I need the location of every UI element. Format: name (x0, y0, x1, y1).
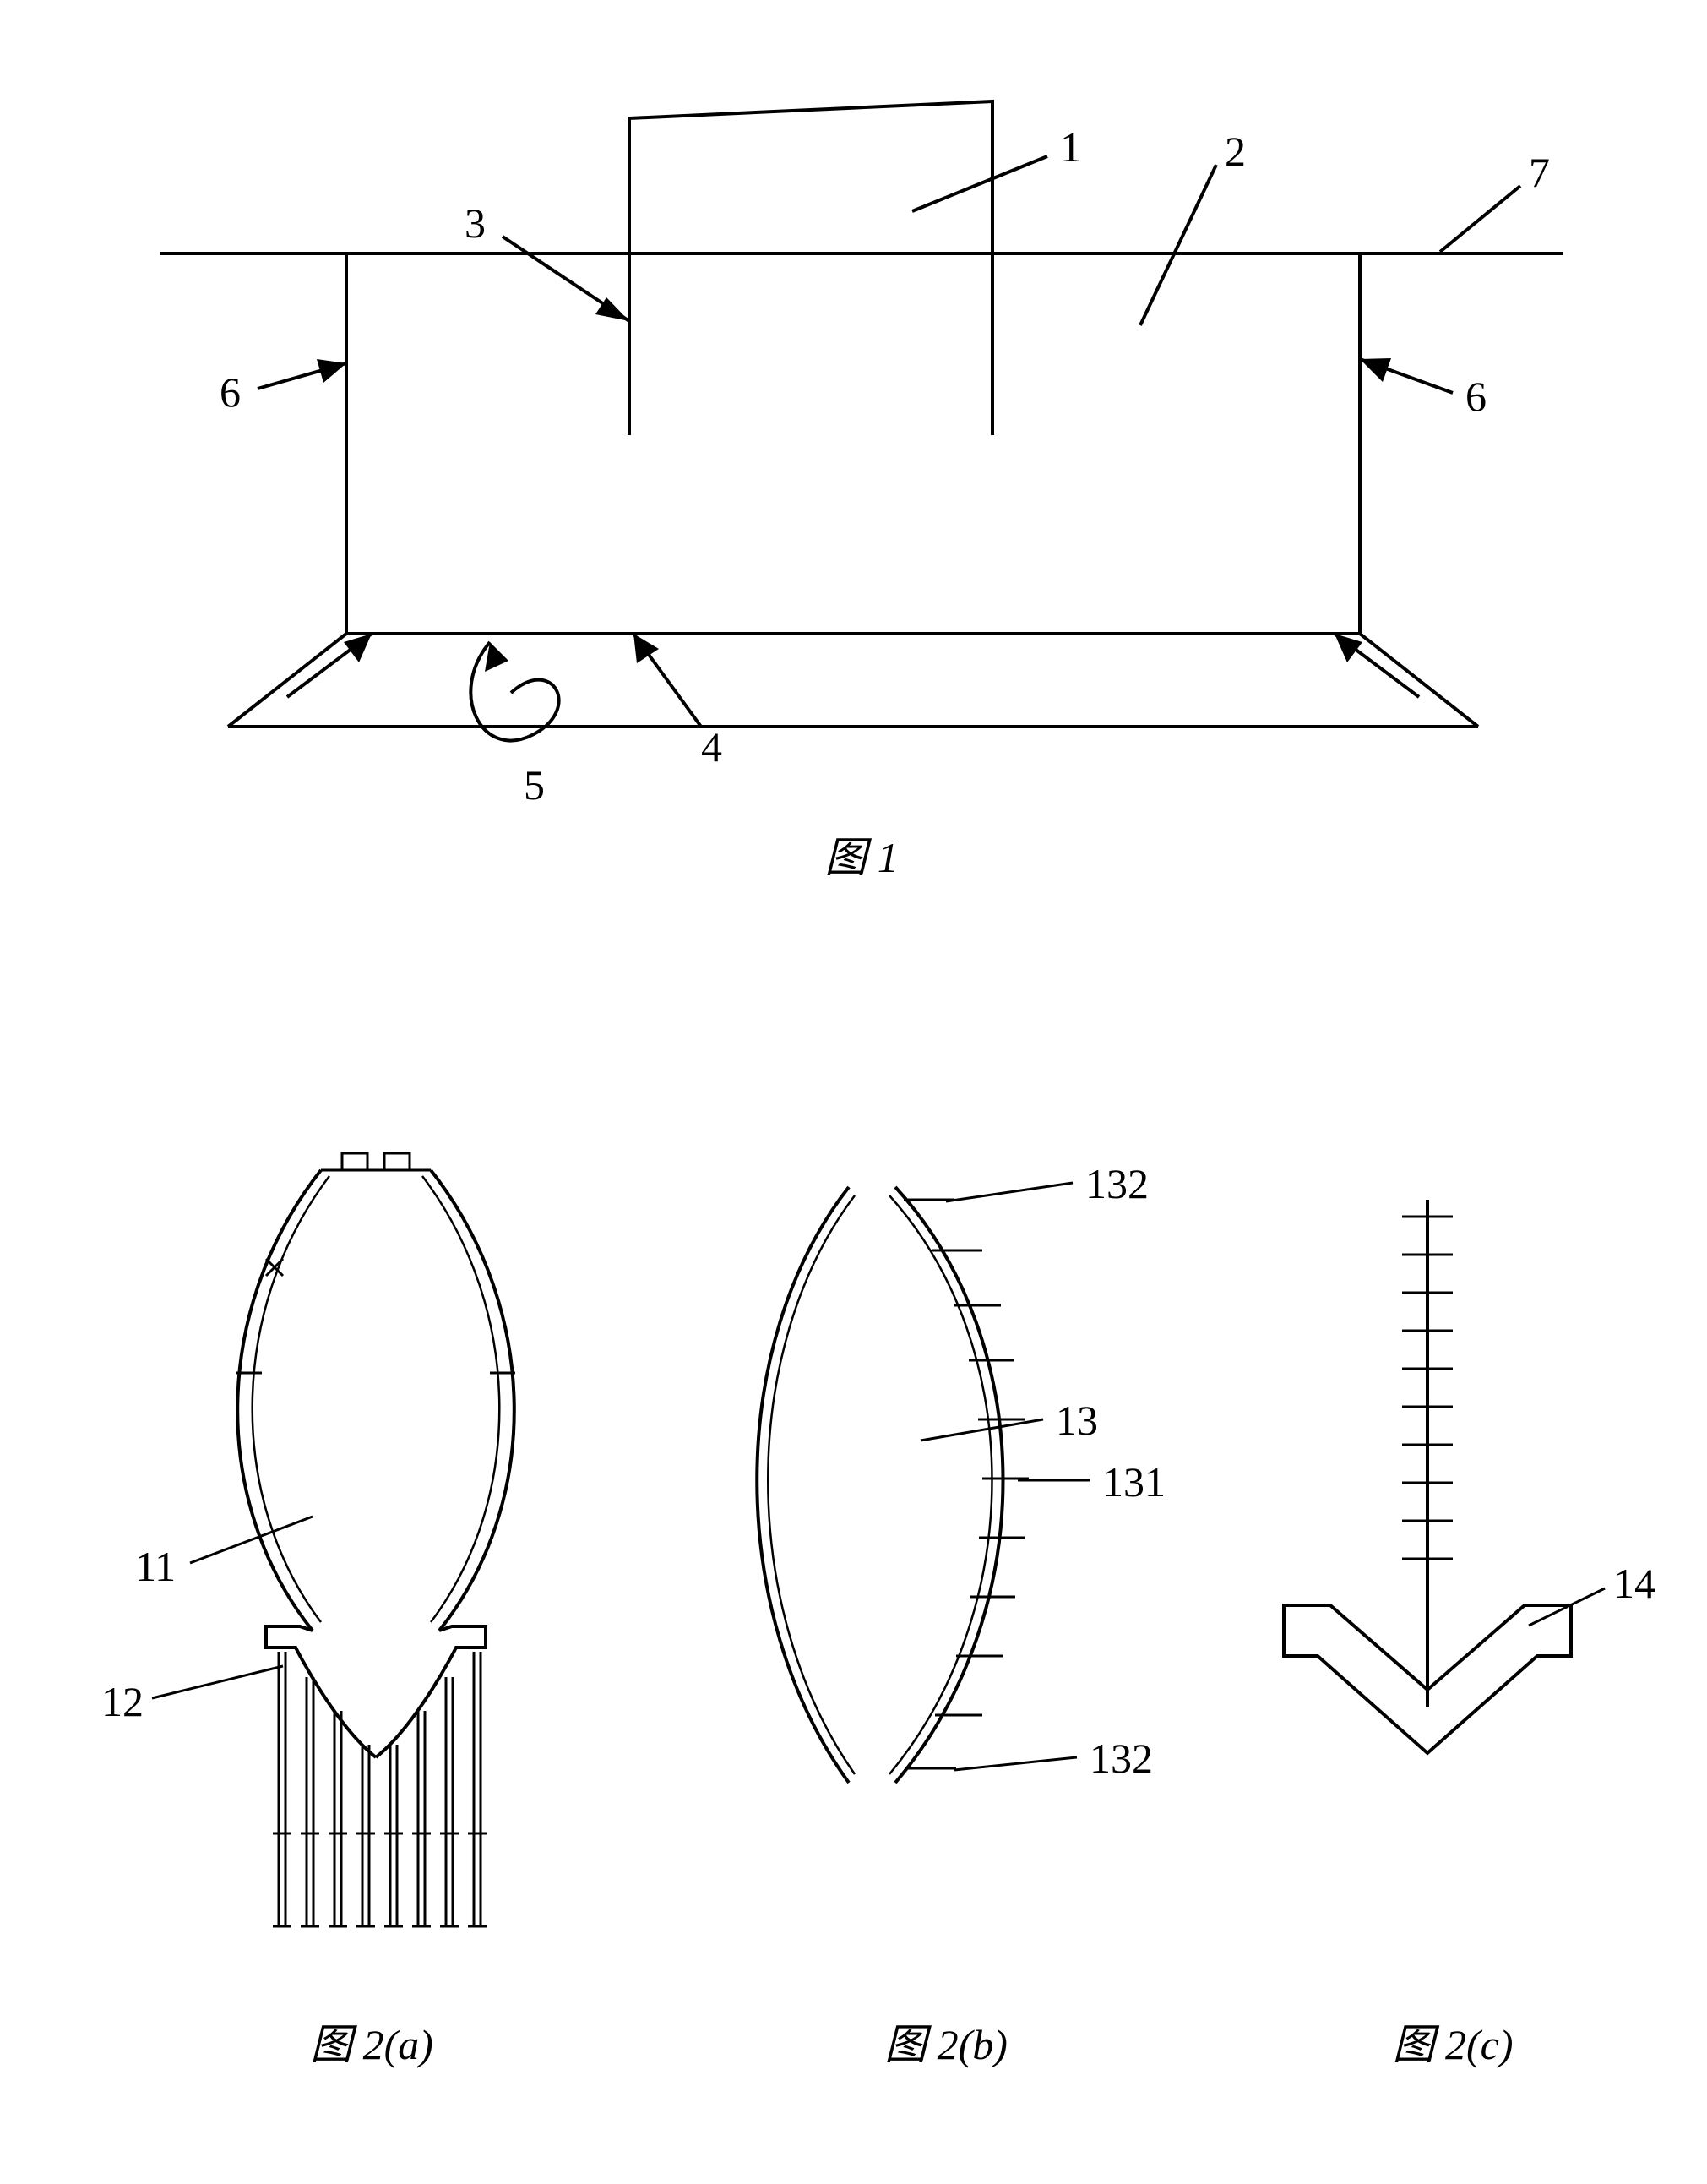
figure-2b-drawing (676, 1115, 1216, 1960)
figure-2a: 11 12 图 2(a) (101, 1115, 642, 2087)
label-131: 131 (1102, 1457, 1166, 1506)
label-132-top: 132 (1085, 1159, 1149, 1208)
label-13: 13 (1056, 1396, 1098, 1445)
figure-2c: 14 图 2(c) (1216, 1115, 1689, 2087)
figure-2a-caption: 图 2(a) (101, 2011, 642, 2072)
figure-2c-caption: 图 2(c) (1216, 2011, 1689, 2072)
label-2: 2 (1225, 127, 1246, 176)
label-6-left: 6 (220, 368, 241, 417)
label-14: 14 (1613, 1559, 1655, 1608)
figure-1: 1 2 3 4 5 6 6 7 图 1 (127, 68, 1596, 912)
label-1: 1 (1060, 123, 1081, 172)
figure-2b: 132 13 131 132 图 2(b) (676, 1115, 1216, 2087)
label-4: 4 (701, 722, 722, 771)
figure-1-caption: 图 1 (127, 824, 1596, 885)
label-5: 5 (524, 760, 545, 809)
label-3: 3 (465, 199, 486, 248)
figure-2b-caption: 图 2(b) (676, 2011, 1216, 2072)
figure-2c-drawing (1216, 1115, 1689, 1960)
label-132-bottom: 132 (1090, 1734, 1153, 1783)
label-6-right: 6 (1465, 372, 1487, 421)
figure-2a-drawing (101, 1115, 642, 1960)
label-12: 12 (101, 1677, 144, 1726)
label-11: 11 (135, 1542, 176, 1591)
figure-1-drawing (127, 68, 1596, 777)
label-7: 7 (1529, 148, 1550, 197)
